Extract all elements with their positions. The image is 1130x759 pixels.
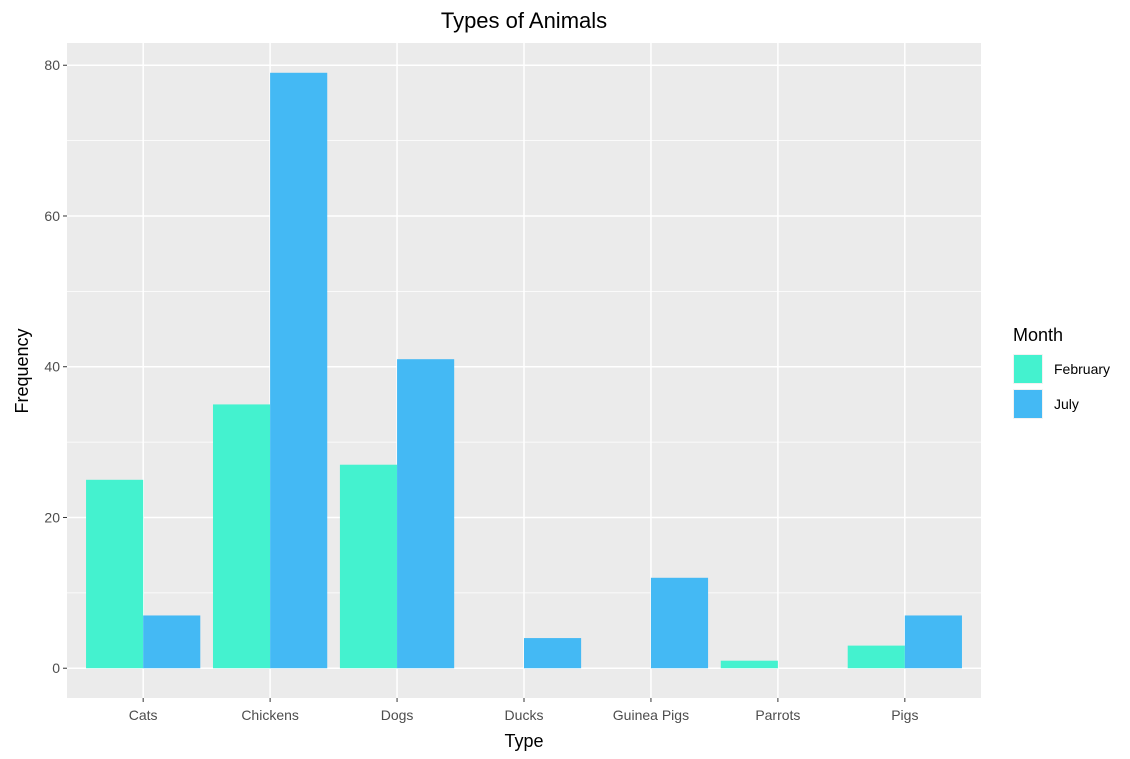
- y-axis-ticks: 0 20 40 60 80: [44, 57, 67, 676]
- x-axis-ticks: Cats Chickens Dogs Ducks Guinea Pigs Parrots P…: [129, 698, 918, 723]
- x-tick-label: Dogs: [381, 707, 414, 723]
- x-tick-label: Guinea Pigs: [613, 707, 689, 723]
- y-tick-label: 40: [44, 359, 60, 375]
- bar-february-cats: [86, 479, 144, 669]
- bar-july-guinea-pigs: [650, 577, 709, 669]
- bar-july-chickens: [270, 72, 328, 669]
- bars-group: [86, 72, 962, 669]
- legend-label-february: February: [1054, 361, 1110, 377]
- bar-february-chickens: [212, 404, 271, 669]
- y-tick-label: 0: [52, 660, 60, 676]
- x-tick-label: Pigs: [891, 707, 918, 723]
- x-tick-label: Ducks: [505, 707, 544, 723]
- bar-july-pigs: [904, 615, 962, 669]
- legend-swatch-february: [1014, 355, 1042, 383]
- bar-february-dogs: [339, 464, 398, 669]
- bar-february-pigs: [847, 645, 905, 669]
- bar-july-ducks: [524, 638, 582, 669]
- bar-july-dogs: [397, 359, 455, 669]
- legend-items: February July: [1013, 354, 1110, 419]
- legend-label-july: July: [1054, 396, 1079, 412]
- x-axis-title: Type: [504, 731, 543, 751]
- legend: Month February July: [1013, 325, 1110, 419]
- x-tick-label: Cats: [129, 707, 158, 723]
- y-tick-label: 60: [44, 208, 60, 224]
- bar-july-cats: [143, 615, 201, 669]
- y-tick-label: 80: [44, 57, 60, 73]
- x-tick-label: Chickens: [241, 707, 299, 723]
- legend-swatch-july: [1014, 390, 1042, 418]
- y-tick-label: 20: [44, 509, 60, 525]
- chart-title: Types of Animals: [441, 8, 607, 33]
- x-tick-label: Parrots: [755, 707, 800, 723]
- y-axis-title: Frequency: [12, 328, 32, 413]
- legend-title: Month: [1013, 325, 1063, 345]
- bar-february-parrots: [720, 660, 778, 669]
